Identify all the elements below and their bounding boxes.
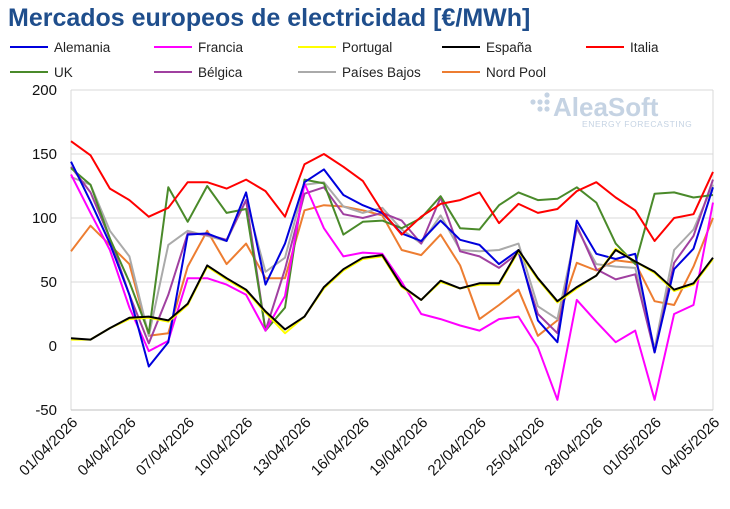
legend-label: Francia [198,40,244,55]
x-tick-label: 19/04/2026 [366,414,431,479]
logo-tagline: ENERGY FORECASTING [582,119,692,129]
legend-label: UK [54,65,73,80]
legend-label: Países Bajos [342,65,421,80]
x-tick-label: 16/04/2026 [308,414,373,479]
x-tick-label: 13/04/2026 [250,414,315,479]
logo-dots-icon [530,92,550,112]
axis-layer: -50 0 50 100 150 200 01/04/202604/04/202607/04… [16,82,723,479]
grid-layer [70,89,714,411]
x-tick-label: 10/04/2026 [191,414,256,479]
series-line-portugal [71,247,714,341]
legend: Alemania Francia Portugal España Italia UK Bél… [10,40,659,80]
x-tick-label: 04/04/2026 [74,414,139,479]
x-tick-label: 01/04/2026 [16,414,81,479]
y-tick-label: 50 [40,274,57,291]
legend-label: España [486,40,532,55]
legend-label: Portugal [342,40,392,55]
x-tick-label: 22/04/2026 [425,414,490,479]
series-line-italia [70,140,714,242]
x-tick-label: 25/04/2026 [483,414,548,479]
series-layer [70,140,714,401]
series-line-francia [70,174,714,401]
y-tick-label: 0 [49,338,57,355]
chart-title: Mercados europeos de electricidad [€/MWh… [8,4,531,32]
y-tick-label: -50 [35,402,57,419]
legend-label: Italia [630,40,659,55]
logo-brand: AleaSoft [553,92,659,122]
legend-label: Nord Pool [486,65,546,80]
y-tick-label: 200 [32,82,57,99]
series-line-países-bajos [70,176,714,350]
x-tick-label: 28/04/2026 [541,414,606,479]
y-tick-label: 100 [32,210,57,227]
legend-label: Alemania [54,40,111,55]
legend-label: Bélgica [198,65,243,80]
x-tick-label: 07/04/2026 [133,414,198,479]
series-line-bélgica [70,166,714,354]
y-tick-label: 150 [32,146,57,163]
x-tick-label: 01/05/2026 [600,414,665,479]
aleasoft-logo: AleaSoft ENERGY FORECASTING [530,92,692,129]
series-line-españa [70,249,714,341]
x-tick-label: 04/05/2026 [658,414,723,479]
